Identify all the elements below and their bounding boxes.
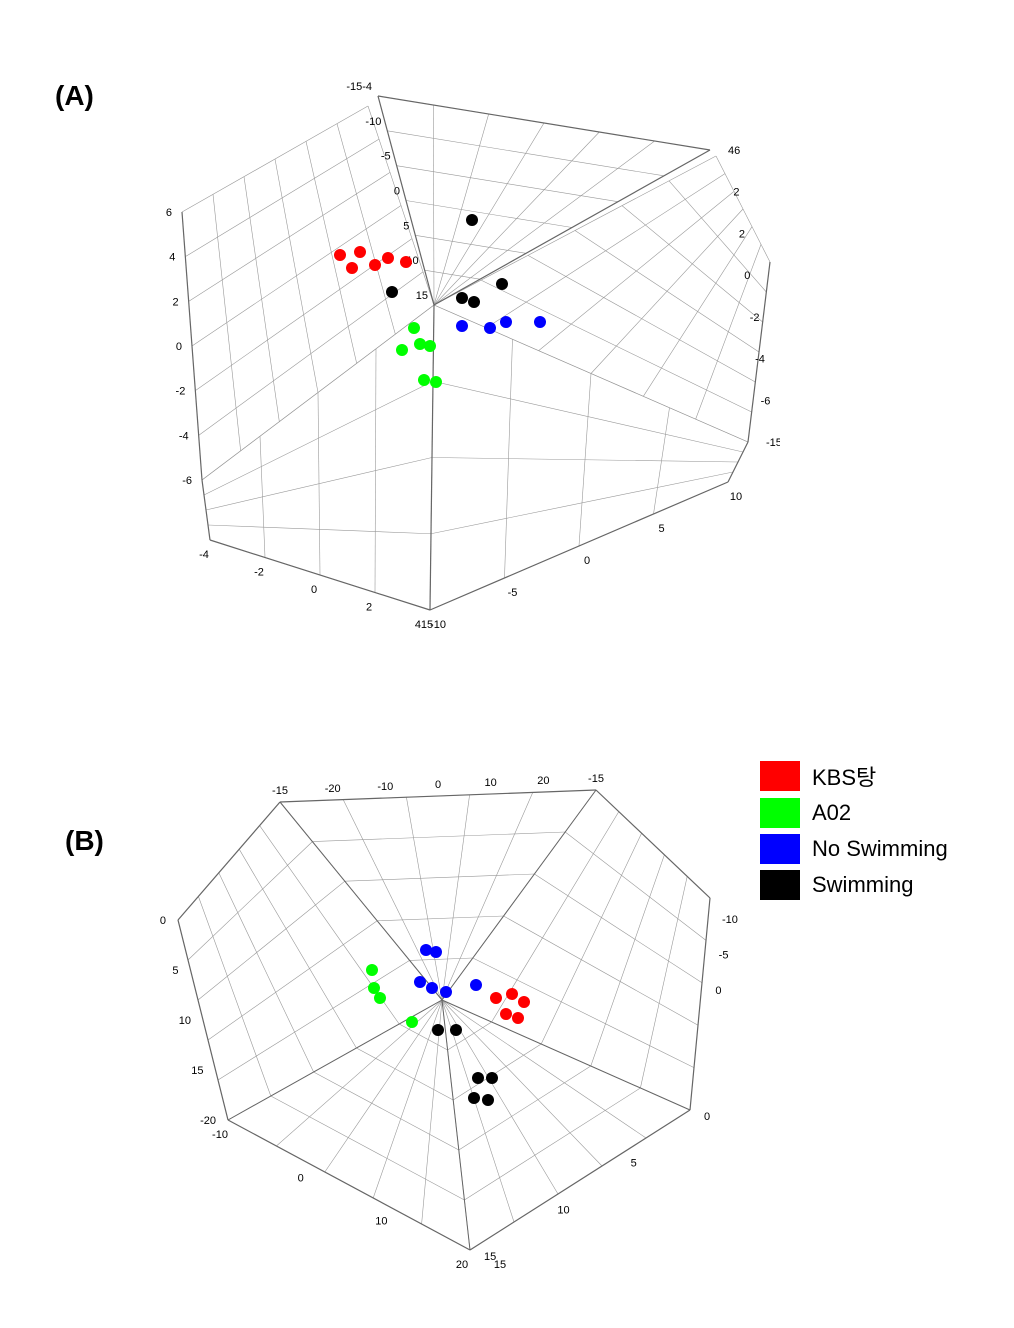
- svg-text:10: 10: [557, 1204, 569, 1216]
- svg-text:20: 20: [456, 1259, 468, 1271]
- svg-text:0: 0: [715, 985, 721, 997]
- svg-text:-15: -15: [272, 785, 288, 797]
- svg-text:-10: -10: [722, 914, 738, 926]
- legend-swatch: [760, 798, 800, 828]
- svg-text:-5: -5: [719, 950, 729, 962]
- svg-text:-6: -6: [182, 475, 192, 487]
- svg-text:-10: -10: [430, 619, 446, 631]
- svg-text:10: 10: [375, 1216, 387, 1228]
- panel-a-chart: -15-4 -10 -5 0 5 10 15 46 2 2 0 -2 -4 -6 -15 6 4 2 0 -2 -4 -6…: [130, 30, 780, 650]
- svg-text:5: 5: [403, 220, 409, 232]
- svg-text:6: 6: [166, 207, 172, 219]
- svg-text:0: 0: [298, 1172, 304, 1184]
- svg-text:-2: -2: [254, 567, 264, 579]
- svg-text:0: 0: [311, 584, 317, 596]
- svg-text:-15: -15: [766, 437, 780, 449]
- legend-label: No Swimming: [812, 836, 948, 862]
- svg-text:10: 10: [485, 777, 497, 789]
- legend-item: No Swimming: [760, 834, 948, 864]
- svg-text:-2: -2: [176, 386, 186, 398]
- legend: KBS탕 A02 No Swimming Swimming: [760, 760, 948, 906]
- legend-label: KBS탕: [812, 760, 876, 792]
- legend-swatch: [760, 834, 800, 864]
- svg-text:0: 0: [584, 555, 590, 567]
- panel-b-label-text: (B): [65, 825, 104, 856]
- svg-text:2: 2: [733, 187, 739, 199]
- svg-text:-10: -10: [212, 1129, 228, 1141]
- svg-text:0: 0: [176, 341, 182, 353]
- svg-text:0: 0: [160, 915, 166, 927]
- svg-text:0: 0: [394, 186, 400, 198]
- svg-text:-4: -4: [179, 430, 189, 442]
- svg-text:5: 5: [172, 965, 178, 977]
- svg-text:-10: -10: [377, 781, 393, 793]
- legend-label: A02: [812, 800, 851, 826]
- svg-text:20: 20: [537, 775, 549, 787]
- svg-text:-15-4: -15-4: [346, 81, 372, 93]
- svg-text:10: 10: [179, 1015, 191, 1027]
- legend-item: Swimming: [760, 870, 948, 900]
- svg-text:-15: -15: [588, 773, 604, 785]
- legend-item: KBS탕: [760, 760, 948, 792]
- svg-text:4: 4: [169, 252, 175, 264]
- svg-text:0: 0: [744, 270, 750, 282]
- svg-text:-5: -5: [508, 587, 518, 599]
- panel-a-label-text: (A): [55, 80, 94, 111]
- legend-swatch: [760, 761, 800, 791]
- panel-b-chart: -15 -20 -10 0 10 20 -15 0 5 10 15 -20 -10 -5 0 0 5 10 15 -1…: [120, 730, 740, 1290]
- svg-text:-10: -10: [365, 116, 381, 128]
- svg-text:-20: -20: [200, 1115, 216, 1127]
- svg-text:-6: -6: [761, 395, 771, 407]
- svg-text:-20: -20: [325, 783, 341, 795]
- svg-text:0: 0: [704, 1111, 710, 1123]
- panel-a-label: (A): [55, 80, 94, 112]
- svg-text:15: 15: [494, 1259, 506, 1271]
- panel-b-label: (B): [65, 825, 104, 857]
- svg-text:15: 15: [191, 1065, 203, 1077]
- legend-swatch: [760, 870, 800, 900]
- svg-text:5: 5: [631, 1158, 637, 1170]
- svg-text:-2: -2: [750, 312, 760, 324]
- svg-text:10: 10: [730, 491, 742, 503]
- svg-text:2: 2: [366, 602, 372, 614]
- svg-text:2: 2: [739, 228, 745, 240]
- svg-text:5: 5: [658, 523, 664, 535]
- svg-text:0: 0: [435, 779, 441, 791]
- legend-label: Swimming: [812, 872, 913, 898]
- svg-text:-5: -5: [381, 151, 391, 163]
- legend-item: A02: [760, 798, 948, 828]
- svg-text:-4: -4: [755, 354, 765, 366]
- svg-text:-4: -4: [199, 549, 209, 561]
- svg-text:46: 46: [728, 145, 740, 157]
- svg-text:15: 15: [416, 290, 428, 302]
- svg-text:2: 2: [173, 296, 179, 308]
